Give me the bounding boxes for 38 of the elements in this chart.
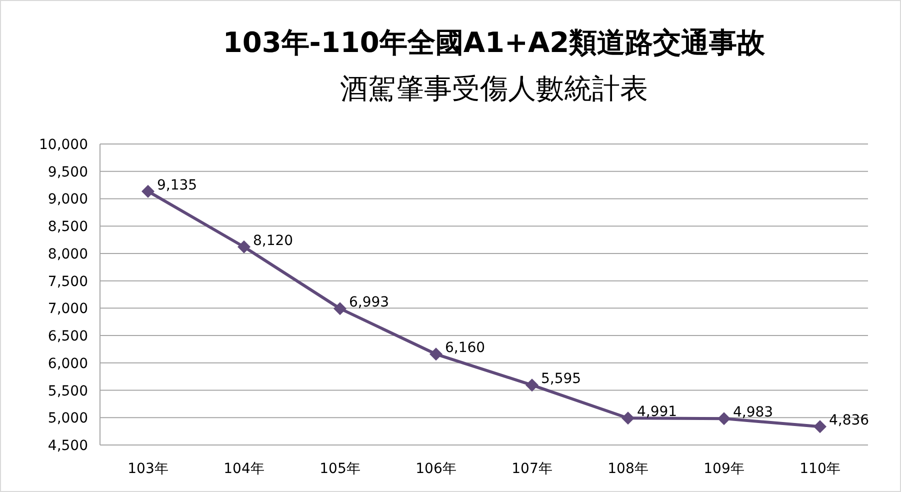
x-tick-label: 105年 (320, 461, 360, 477)
y-tick-label: 5,000 (48, 410, 88, 427)
x-tick-label: 110年 (800, 461, 840, 477)
data-label: 4,991 (637, 404, 678, 420)
point (526, 378, 538, 392)
x-tick-label: 108年 (608, 461, 648, 477)
data-label: 4,983 (733, 404, 774, 421)
point (814, 420, 826, 434)
x-tick-label: 107年 (512, 461, 552, 477)
point (430, 348, 442, 361)
chart-title: 103年-110年全國A1+A2類道路交通事故 (222, 26, 766, 59)
x-tick-label: 106年 (416, 461, 456, 477)
x-tick-label: 103年 (128, 461, 168, 477)
data-label: 4,836 (829, 412, 870, 429)
data-label: 6,160 (445, 340, 486, 356)
y-tick-label: 7,500 (48, 274, 88, 290)
point (142, 184, 154, 198)
y-tick-label: 5,500 (48, 383, 88, 400)
data-label: 8,120 (253, 232, 294, 249)
y-tick-label: 7,000 (48, 301, 88, 318)
chart-subtitle: 酒駕肇事受傷人數統計表 (340, 72, 648, 105)
point (334, 302, 346, 316)
point (238, 240, 250, 254)
x-tick-label: 109年 (704, 461, 744, 477)
y-tick-label: 10,000 (39, 137, 88, 153)
y-tick-label: 8,000 (48, 246, 88, 262)
data-label: 5,595 (541, 371, 582, 388)
y-tick-label: 8,500 (48, 219, 88, 236)
point (718, 412, 730, 426)
y-tick-label: 6,000 (48, 356, 88, 372)
y-tick-label: 6,500 (48, 328, 88, 345)
x-tick-label: 104年 (224, 461, 264, 477)
y-tick-label: 9,000 (48, 192, 88, 208)
y-tick-label: 9,500 (48, 164, 88, 180)
data-label: 9,135 (157, 177, 198, 194)
y-tick-label: 4,500 (48, 438, 88, 454)
data-label: 6,993 (349, 294, 390, 311)
point (622, 412, 634, 425)
